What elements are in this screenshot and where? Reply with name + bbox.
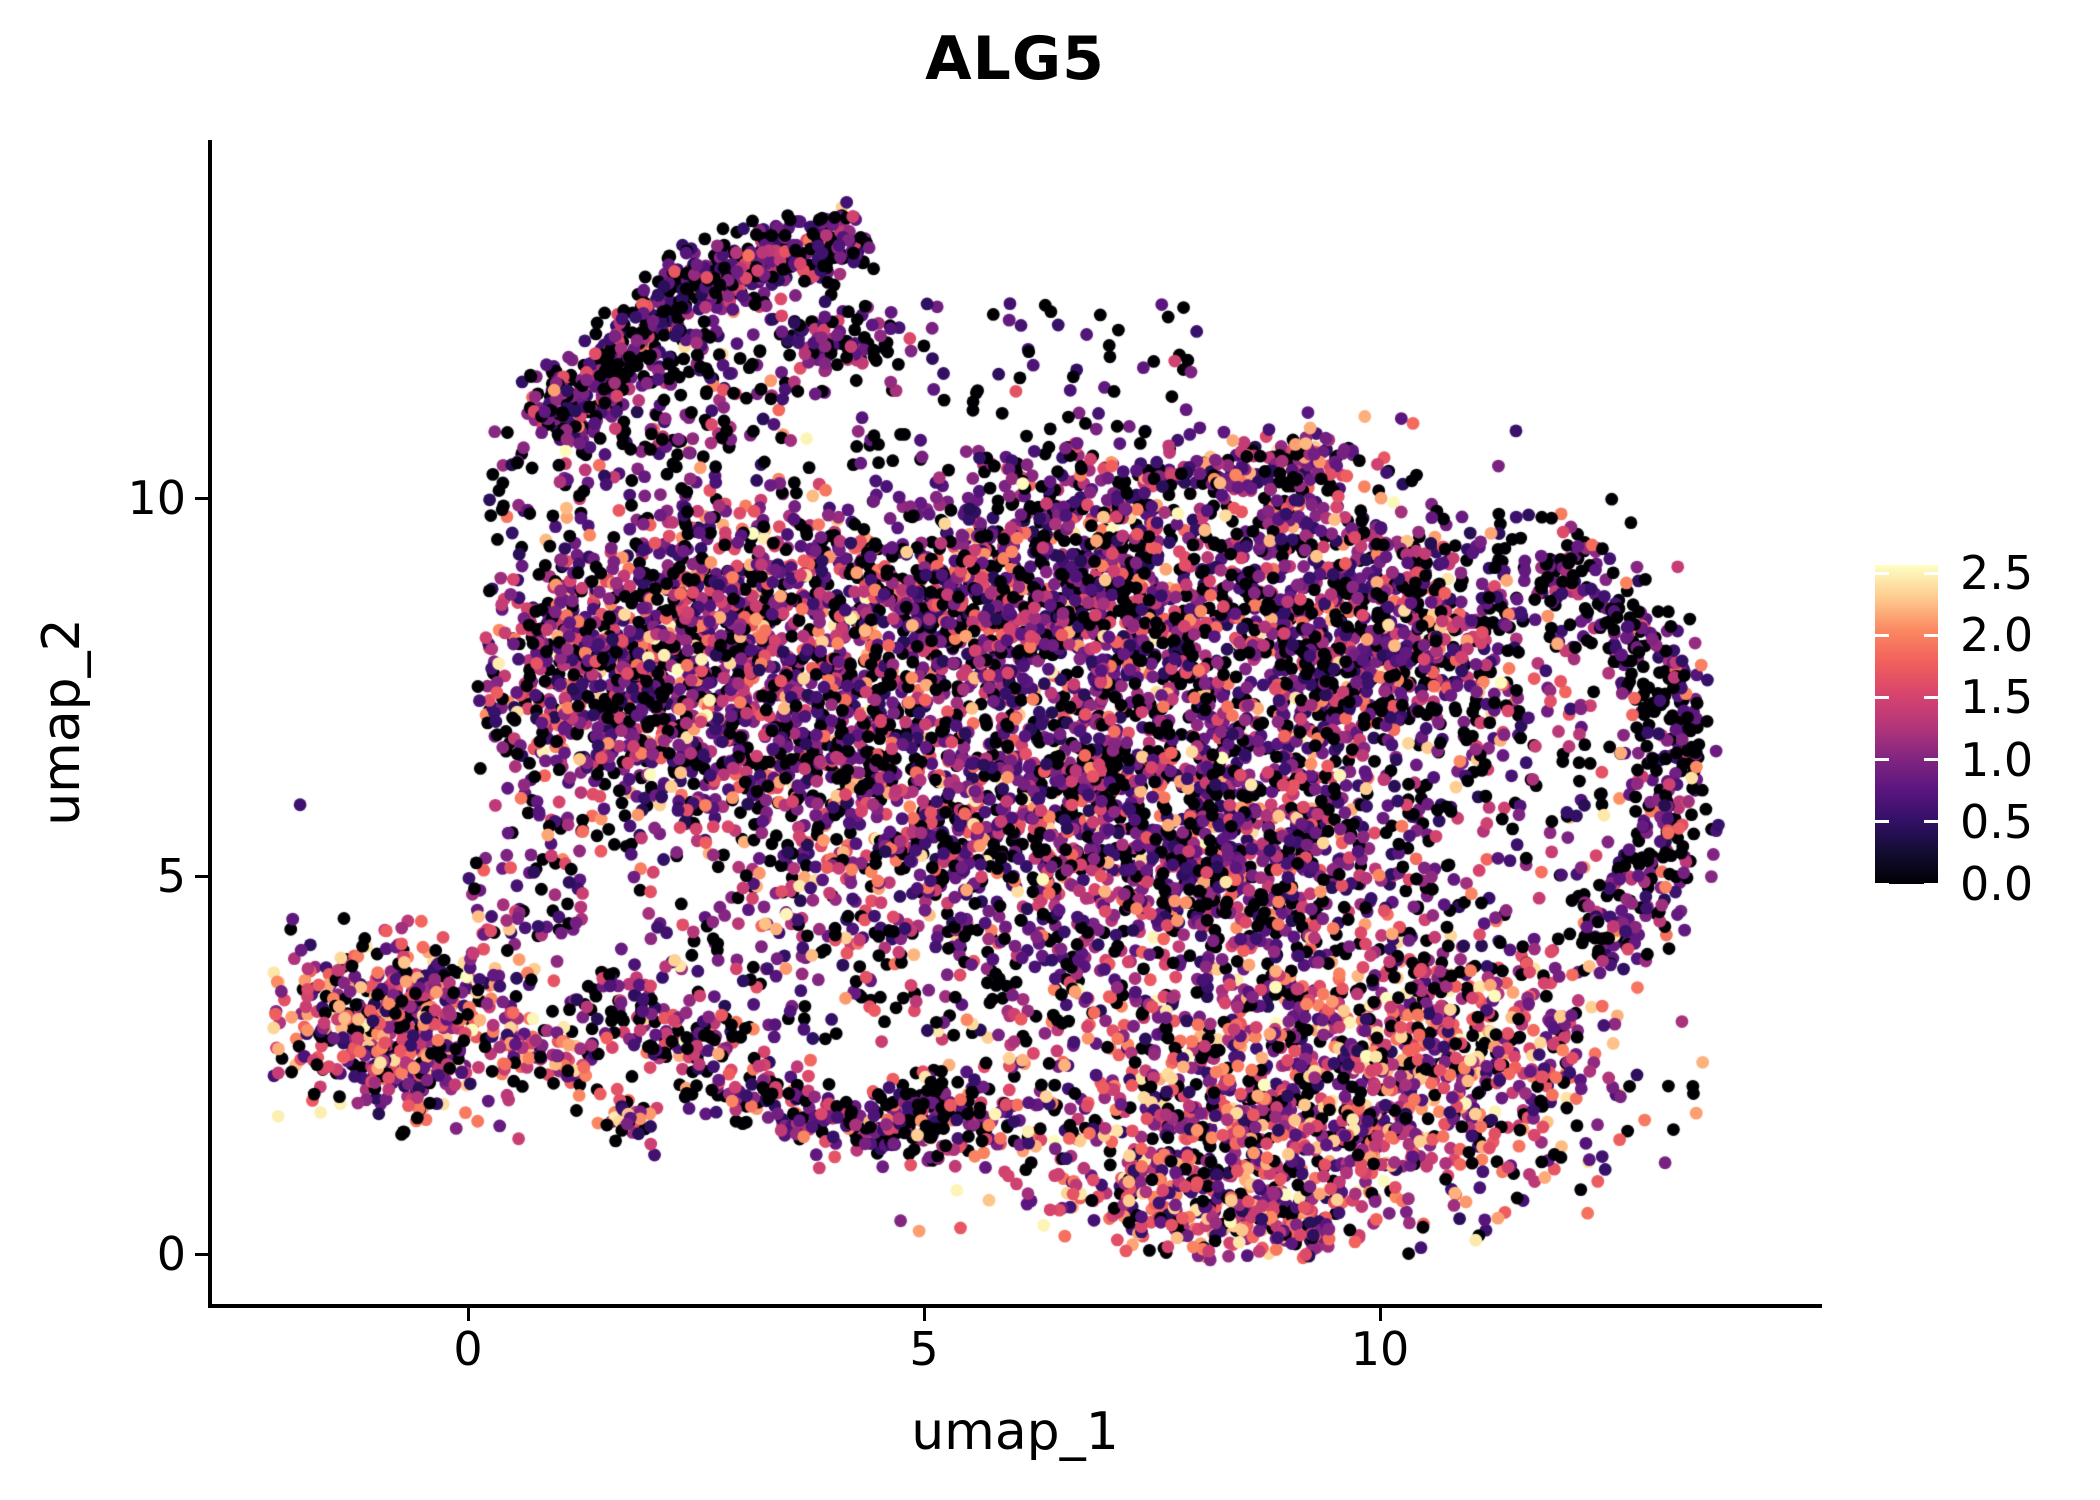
colorbar-tick-mark	[1924, 882, 1938, 886]
colorbar-tick-label: 2.0	[1960, 608, 2034, 663]
y-tick-label: 10	[127, 471, 186, 525]
plot-title: ALG5	[925, 24, 1105, 94]
colorbar-tick-label: 0.5	[1960, 794, 2034, 849]
y-tick-mark	[195, 1252, 208, 1256]
x-tick-label: 5	[909, 1322, 939, 1376]
x-tick-mark	[922, 1308, 926, 1321]
colorbar-tick-mark	[1875, 882, 1889, 886]
y-axis-title: umap_2	[32, 618, 92, 826]
x-tick-mark	[466, 1308, 470, 1321]
colorbar-tick-mark	[1924, 633, 1938, 637]
colorbar-tick-mark	[1875, 571, 1889, 575]
colorbar-tick-label: 0.0	[1960, 857, 2034, 911]
y-axis-line	[208, 140, 212, 1308]
x-axis-title: umap_1	[911, 1402, 1119, 1462]
colorbar-tick-mark	[1875, 820, 1889, 824]
y-tick-label: 5	[156, 849, 186, 903]
y-tick-mark	[195, 874, 208, 878]
x-axis-line	[208, 1304, 1822, 1308]
colorbar-tick-label: 2.5	[1960, 546, 2034, 601]
colorbar-tick-mark	[1924, 571, 1938, 575]
colorbar-tick-mark	[1875, 633, 1889, 637]
colorbar-tick-mark	[1924, 758, 1938, 762]
umap-scatter-canvas	[210, 140, 1820, 1306]
colorbar-tick-mark	[1924, 820, 1938, 824]
colorbar-gradient	[1875, 565, 1938, 884]
colorbar-tick-mark	[1875, 695, 1889, 699]
x-tick-mark	[1378, 1308, 1382, 1321]
x-tick-label: 10	[1350, 1322, 1410, 1376]
y-tick-mark	[195, 496, 208, 500]
y-tick-label: 0	[156, 1227, 186, 1281]
colorbar-tick-mark	[1924, 695, 1938, 699]
x-tick-label: 0	[453, 1322, 483, 1376]
colorbar-tick-label: 1.5	[1960, 670, 2034, 725]
colorbar-tick-label: 1.0	[1960, 732, 2034, 787]
colorbar-tick-mark	[1875, 758, 1889, 762]
